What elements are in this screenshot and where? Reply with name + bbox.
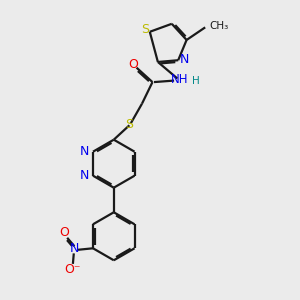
Text: NH: NH xyxy=(171,73,188,86)
Text: H: H xyxy=(192,76,200,86)
Text: N: N xyxy=(80,145,89,158)
Text: O: O xyxy=(128,58,138,71)
Text: S: S xyxy=(141,23,149,37)
Text: CH₃: CH₃ xyxy=(210,21,229,31)
Text: O⁻: O⁻ xyxy=(64,263,81,276)
Text: N: N xyxy=(80,169,89,182)
Text: N: N xyxy=(179,53,189,66)
Text: S: S xyxy=(125,118,133,131)
Text: N: N xyxy=(70,242,79,255)
Text: O: O xyxy=(59,226,69,239)
